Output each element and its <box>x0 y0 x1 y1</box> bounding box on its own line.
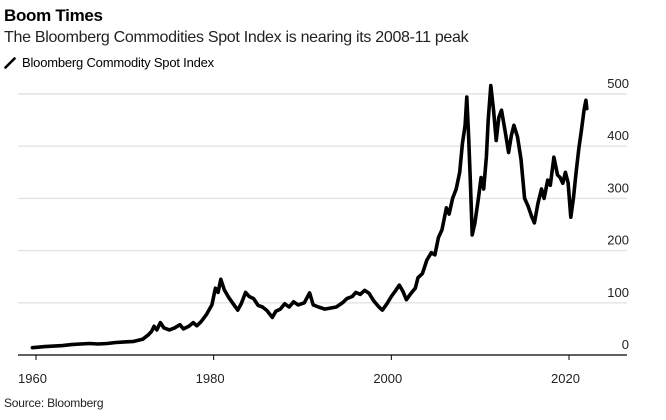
chart-title: Boom Times <box>4 6 103 25</box>
x-ticks <box>35 355 570 360</box>
source-note: Source: Bloomberg <box>4 396 104 410</box>
y-tick-label: 200 <box>607 233 629 248</box>
x-tick-labels: 1960 1980 2000 2020 <box>18 371 580 386</box>
y-tick-label: 400 <box>607 128 629 143</box>
y-tick-label: 100 <box>607 285 629 300</box>
y-tick-labels: 0 100 200 300 400 500 <box>607 76 629 352</box>
series-line-bloomberg-commodity-spot-index <box>30 83 589 350</box>
gridlines <box>18 93 627 304</box>
legend: Bloomberg Commodity Spot Index <box>4 55 214 70</box>
y-tick-label: 0 <box>622 337 629 352</box>
legend-item-label: Bloomberg Commodity Spot Index <box>22 55 214 70</box>
x-tick-label: 1960 <box>18 371 47 386</box>
x-tick-label: 1980 <box>196 371 225 386</box>
y-tick-label: 500 <box>607 76 629 91</box>
x-tick-label: 2020 <box>551 371 580 386</box>
y-tick-label: 300 <box>607 180 629 195</box>
x-tick-label: 2000 <box>373 371 402 386</box>
chart-subtitle: The Bloomberg Commodities Spot Index is … <box>4 29 469 46</box>
line-swatch-icon <box>4 56 16 69</box>
